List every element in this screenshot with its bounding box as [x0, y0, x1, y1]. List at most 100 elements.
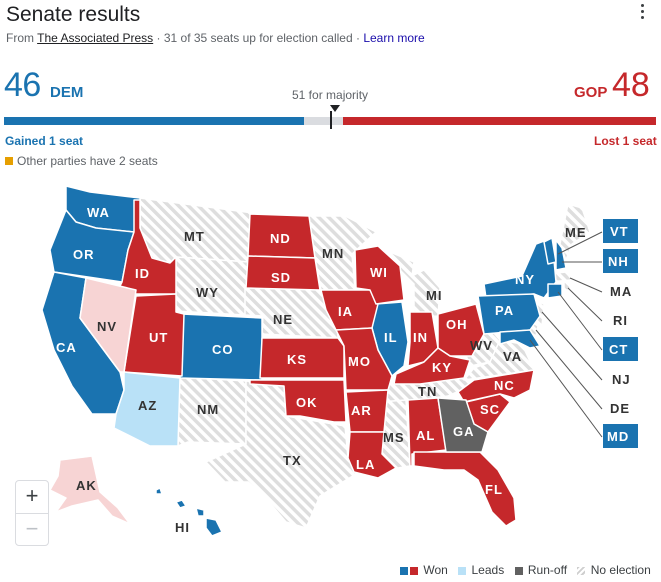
label-NJ: NJ — [612, 372, 631, 387]
zoom-in-button[interactable]: + — [25, 483, 39, 508]
state-WI[interactable] — [354, 245, 405, 305]
label-OK: OK — [296, 395, 318, 410]
no-election-swatch — [577, 566, 586, 575]
state-TX[interactable] — [205, 380, 357, 529]
us-senate-map[interactable]: MT WY NE NM TX MN MI TN MS WV VA ME MA R… — [0, 170, 661, 562]
label-MS: MS — [383, 430, 405, 445]
label-MN: MN — [322, 246, 344, 261]
label-MI: MI — [426, 288, 442, 303]
label-WV: WV — [470, 338, 493, 353]
uncalled-seats-bar — [303, 117, 344, 125]
more-options-icon[interactable] — [636, 4, 648, 24]
label-TX: TX — [283, 453, 302, 468]
label-MA: MA — [610, 284, 632, 299]
state-FL[interactable] — [413, 451, 517, 527]
zoom-out-button[interactable]: − — [16, 513, 48, 546]
state-SD[interactable] — [245, 255, 321, 291]
state-MD[interactable] — [499, 329, 541, 349]
state-KY[interactable] — [393, 347, 471, 385]
callout-box-VT[interactable] — [603, 219, 638, 243]
label-OH: OH — [446, 317, 468, 332]
label-LA: LA — [356, 457, 375, 472]
label-AZ: AZ — [138, 398, 157, 413]
other-parties-text: Other parties have 2 seats — [17, 154, 158, 168]
label-IN: IN — [413, 330, 428, 345]
dem-change-label: Gained 1 seat — [5, 134, 84, 148]
label-DE: DE — [610, 401, 630, 416]
label-CA: CA — [56, 340, 77, 355]
leads-swatch — [458, 566, 467, 575]
label-NH: NH — [608, 254, 629, 269]
majority-marker-line — [330, 111, 332, 129]
label-UT: UT — [149, 330, 168, 345]
callout-box-NH[interactable] — [603, 249, 638, 273]
label-HI: HI — [175, 520, 190, 535]
called-count: · 31 of 35 seats up for election called … — [153, 31, 364, 45]
label-MD: MD — [607, 429, 629, 444]
state-CT[interactable] — [547, 283, 563, 299]
state-ID[interactable] — [115, 199, 177, 295]
label-OR: OR — [73, 247, 95, 262]
label-NM: NM — [197, 402, 219, 417]
label-GA: GA — [453, 424, 475, 439]
callout-box-CT[interactable] — [603, 337, 638, 361]
label-PA: PA — [495, 303, 514, 318]
legend-leads-label: Leads — [471, 563, 505, 577]
majority-label: 51 for majority — [292, 88, 369, 102]
label-SC: SC — [480, 402, 500, 417]
label-KS: KS — [287, 352, 307, 367]
label-MT: MT — [184, 229, 205, 244]
label-AK: AK — [76, 478, 97, 493]
legend-won-label: Won — [423, 563, 448, 577]
label-ND: ND — [270, 231, 291, 246]
label-NV: NV — [97, 319, 117, 334]
source-line: From The Associated Press · 31 of 35 sea… — [6, 31, 425, 45]
label-RI: RI — [613, 313, 628, 328]
label-WI: WI — [370, 265, 388, 280]
gop-change-label: Lost 1 seat — [594, 134, 657, 148]
label-SD: SD — [271, 270, 291, 285]
label-FL: FL — [485, 482, 503, 497]
state-OK[interactable] — [249, 379, 347, 423]
state-HI[interactable] — [155, 487, 223, 537]
label-WA: WA — [87, 205, 110, 220]
majority-marker-icon — [330, 105, 340, 112]
label-AL: AL — [416, 428, 435, 443]
gop-seats-bar — [343, 117, 656, 125]
state-AK[interactable] — [49, 455, 131, 525]
state-NC[interactable] — [457, 369, 535, 403]
legend-runoff: Run-off — [514, 563, 568, 577]
label-VT: VT — [610, 224, 629, 239]
label-AR: AR — [351, 403, 372, 418]
state-GA[interactable] — [437, 397, 489, 453]
label-KY: KY — [432, 360, 452, 375]
source-link[interactable]: The Associated Press — [37, 31, 154, 45]
label-NE: NE — [273, 312, 293, 327]
won-gop-swatch — [410, 566, 418, 575]
other-parties-note: Other parties have 2 seats — [5, 154, 158, 168]
label-IA: IA — [338, 304, 353, 319]
label-WY: WY — [196, 285, 219, 300]
seat-balance-bar — [4, 117, 656, 125]
label-VA: VA — [503, 349, 522, 364]
gop-party-label: GOP — [574, 84, 608, 101]
runoff-swatch — [514, 566, 523, 575]
state-NV[interactable] — [79, 277, 137, 373]
dem-seat-count: 46 — [4, 66, 41, 104]
label-ME: ME — [565, 225, 587, 240]
page-title: Senate results — [6, 3, 141, 26]
state-AZ[interactable] — [113, 371, 181, 447]
state-MO[interactable] — [335, 327, 393, 391]
state-ME[interactable] — [559, 203, 591, 261]
legend-won: Won — [400, 563, 448, 577]
dem-seats-bar — [4, 117, 304, 125]
state-LA[interactable] — [347, 431, 397, 479]
state-MI[interactable] — [377, 246, 441, 319]
legend-no-election-label: No election — [590, 563, 651, 577]
label-IL: IL — [384, 330, 398, 345]
legend-leads: Leads — [458, 563, 504, 577]
legend-runoff-label: Run-off — [527, 563, 568, 577]
callout-box-MD[interactable] — [603, 424, 638, 448]
learn-more-link[interactable]: Learn more — [363, 31, 425, 45]
won-dem-swatch — [400, 566, 408, 575]
